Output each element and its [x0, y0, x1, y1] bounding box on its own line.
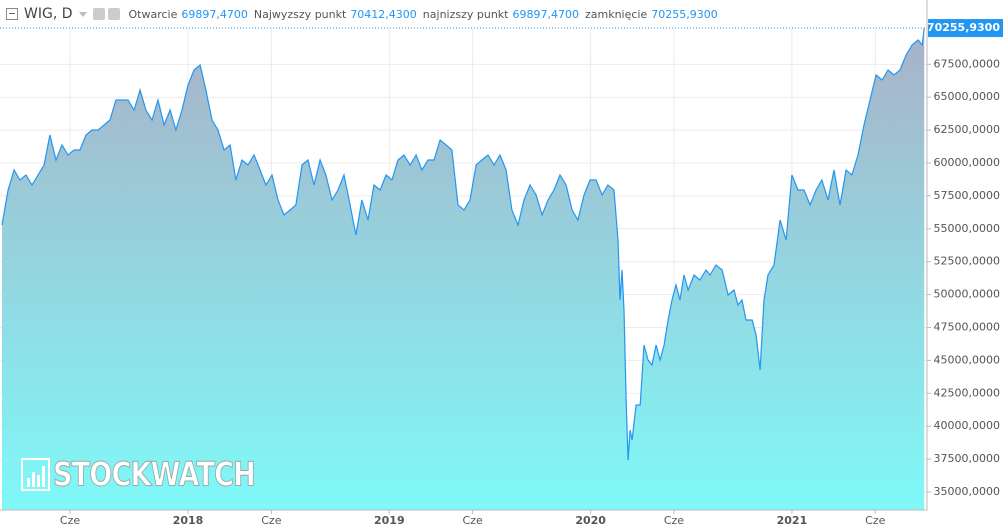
y-tick-label: 47500,0000 [934, 320, 1000, 333]
area [2, 28, 925, 510]
y-tick-label: 35000,0000 [934, 485, 1000, 498]
watermark-icon [32, 472, 35, 487]
x-tick-label: Cze [60, 514, 80, 527]
y-tick-label: 40000,0000 [934, 419, 1000, 432]
watermark-icon [21, 458, 50, 491]
y-tick-label: 67500,0000 [934, 57, 1000, 70]
x-tick-label: 2021 [777, 514, 808, 527]
y-tick-label: 50000,0000 [934, 288, 1000, 301]
field-label: najnizszy punkt [422, 7, 509, 21]
y-tick-label: 57500,0000 [934, 189, 1000, 202]
y-tick-label: 62500,0000 [934, 123, 1000, 136]
x-tick-label: 2020 [575, 514, 606, 527]
last-price-label: 70255,9300 [927, 21, 1000, 34]
watermark: STOCKWATCH [21, 454, 257, 494]
symbol: WIG, D [24, 6, 73, 22]
close-icon[interactable] [107, 8, 120, 20]
y-tick-label: 60000,0000 [934, 156, 1000, 169]
x-tick-label: Cze [463, 514, 483, 527]
collapse-button[interactable] [6, 8, 18, 20]
field-value: 70255,9300 [651, 7, 718, 21]
watermark-icon [42, 466, 45, 487]
x-tick-label: Cze [664, 514, 684, 527]
x-tick-label: 2018 [173, 514, 204, 527]
settings-icon[interactable] [92, 8, 105, 20]
field-value: 69897,4700 [181, 7, 248, 21]
field-label: zamknięcie [584, 7, 648, 21]
y-tick-label: 45000,0000 [934, 353, 1000, 366]
watermark-icon [37, 475, 40, 487]
dropdown[interactable] [78, 11, 87, 17]
last-price-box [928, 19, 1003, 38]
x-tick-label: 2019 [374, 514, 405, 527]
line [1, 28, 925, 461]
y-tick-label: 37500,0000 [934, 452, 1000, 465]
field-label: Otwarcie [128, 7, 178, 21]
y-tick-label: 65000,0000 [934, 90, 1000, 103]
field-value: 70412,4300 [350, 7, 417, 21]
x-tick-label: Cze [865, 514, 885, 527]
field-value: 69897,4700 [512, 7, 579, 21]
x-tick-label: Cze [261, 514, 281, 527]
plot [1, 28, 925, 510]
watermark-text: STOCKWATCH [53, 455, 255, 494]
y-tick-label: 55000,0000 [934, 222, 1000, 235]
field-label: Najwyzszy punkt [253, 7, 347, 21]
y-tick-label: 42500,0000 [934, 386, 1000, 399]
y-tick-label: 52500,0000 [934, 255, 1000, 268]
header: WIG, D Otwarcie 69897,4700 Najwyzszy punk… [0, 0, 925, 28]
watermark-icon [27, 478, 30, 487]
